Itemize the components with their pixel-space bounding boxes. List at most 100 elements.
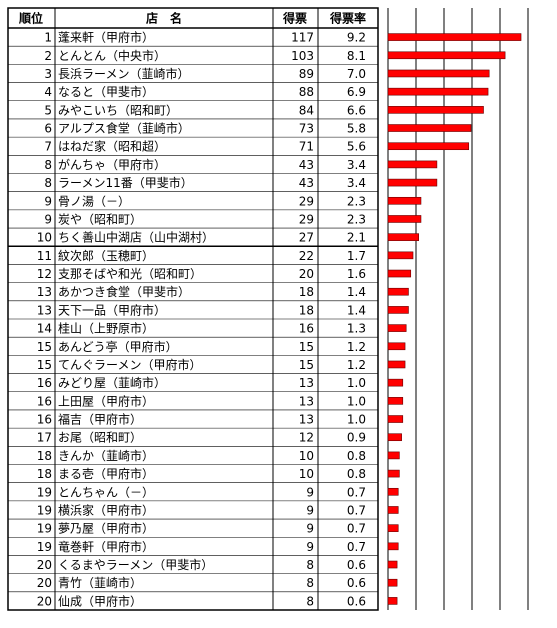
shop-name: お尾（昭和町） bbox=[58, 431, 142, 445]
votes: 13 bbox=[299, 413, 314, 427]
rank: 16 bbox=[37, 394, 52, 408]
vote-rate: 1.0 bbox=[347, 394, 366, 408]
bar bbox=[387, 578, 398, 587]
rank: 16 bbox=[37, 413, 52, 427]
bar bbox=[387, 51, 506, 60]
bar bbox=[387, 178, 438, 187]
bar bbox=[387, 69, 490, 78]
column-header: 順位 bbox=[18, 11, 43, 26]
bar bbox=[387, 160, 438, 169]
bar bbox=[387, 233, 419, 241]
bar bbox=[387, 415, 404, 423]
votes: 27 bbox=[299, 231, 314, 245]
vote-rate: 0.8 bbox=[347, 449, 366, 463]
votes: 117 bbox=[291, 31, 314, 45]
rank: 20 bbox=[37, 576, 52, 590]
shop-name: てんぐラーメン（甲府市） bbox=[58, 357, 202, 372]
vote-rate: 0.7 bbox=[347, 485, 366, 499]
vote-rate: 7.0 bbox=[347, 67, 366, 81]
vote-rate: 8.1 bbox=[347, 49, 366, 63]
vote-rate: 1.0 bbox=[347, 413, 366, 427]
shop-name: がんちゃ（甲府市） bbox=[58, 157, 166, 172]
bar bbox=[387, 560, 398, 569]
shop-name: くるまやラーメン（甲斐市） bbox=[58, 557, 213, 572]
vote-rate: 1.4 bbox=[347, 303, 366, 317]
bar bbox=[387, 451, 400, 460]
rank: 14 bbox=[37, 322, 52, 336]
bar bbox=[387, 378, 404, 387]
vote-rate: 0.6 bbox=[347, 558, 366, 572]
rank: 18 bbox=[37, 449, 52, 463]
shop-name: 福吉（甲府市） bbox=[58, 412, 142, 427]
shop-name: まる壱（甲府市） bbox=[58, 466, 154, 481]
shop-name: 炭や（昭和町） bbox=[58, 212, 142, 226]
vote-rate: 9.2 bbox=[347, 31, 366, 45]
votes: 43 bbox=[299, 176, 314, 190]
vote-rate: 1.2 bbox=[347, 358, 366, 372]
vote-rate: 2.1 bbox=[347, 231, 366, 245]
vote-rate: 0.7 bbox=[347, 503, 366, 517]
rank: 8 bbox=[44, 176, 52, 190]
vote-rate: 5.8 bbox=[347, 122, 366, 136]
rank: 19 bbox=[37, 540, 52, 554]
rank: 10 bbox=[37, 231, 52, 245]
votes: 13 bbox=[299, 394, 314, 408]
votes: 8 bbox=[306, 558, 314, 572]
votes: 13 bbox=[299, 376, 314, 390]
votes: 84 bbox=[299, 103, 314, 117]
votes: 89 bbox=[299, 67, 314, 81]
vote-rate: 2.3 bbox=[347, 212, 366, 226]
vote-rate: 0.7 bbox=[347, 540, 366, 554]
votes: 43 bbox=[299, 158, 314, 172]
vote-rate: 1.3 bbox=[347, 322, 366, 336]
votes: 9 bbox=[306, 503, 314, 517]
bar bbox=[387, 487, 399, 496]
shop-name: なると（甲斐市） bbox=[58, 84, 154, 99]
vote-rate: 0.6 bbox=[347, 594, 366, 608]
vote-rate: 2.3 bbox=[347, 194, 366, 208]
shop-name: 長浜ラーメン（韮崎市） bbox=[58, 66, 190, 81]
bar bbox=[387, 196, 422, 205]
votes: 73 bbox=[299, 122, 314, 136]
vote-rate: 0.9 bbox=[347, 431, 366, 445]
vote-rate: 1.6 bbox=[347, 267, 366, 281]
votes: 10 bbox=[299, 467, 314, 481]
shop-name: 竜巻軒（甲府市） bbox=[58, 539, 154, 554]
bar bbox=[387, 124, 472, 132]
votes: 15 bbox=[299, 358, 314, 372]
shop-name: ちく善山中湖店（山中湖村） bbox=[58, 230, 214, 245]
shop-name: 上田屋（甲府市） bbox=[58, 393, 154, 408]
shop-name: 夢乃屋（甲府市） bbox=[58, 521, 154, 536]
shop-name: 支那そばや和光（昭和町） bbox=[58, 267, 202, 281]
shop-name: とんとん（中央市） bbox=[58, 48, 166, 63]
vote-rate: 0.6 bbox=[347, 576, 366, 590]
vote-rate: 0.7 bbox=[347, 522, 366, 536]
bar bbox=[387, 106, 484, 114]
vote-rate: 6.6 bbox=[347, 103, 366, 117]
rank: 17 bbox=[37, 431, 52, 445]
shop-name: とんちゃん（－） bbox=[58, 485, 154, 499]
bar bbox=[387, 287, 409, 296]
rank: 2 bbox=[44, 49, 52, 63]
shop-name: 桂山（上野原市） bbox=[58, 321, 154, 336]
rank: 16 bbox=[37, 376, 52, 390]
votes: 9 bbox=[306, 522, 314, 536]
bar bbox=[387, 506, 399, 514]
table-border bbox=[7, 7, 379, 611]
rank: 9 bbox=[44, 194, 52, 208]
votes: 103 bbox=[291, 49, 314, 63]
votes: 71 bbox=[299, 140, 314, 154]
shop-name: 青竹（韮崎市） bbox=[58, 575, 142, 590]
vote-rate: 6.9 bbox=[347, 85, 366, 99]
bar bbox=[387, 33, 522, 41]
rank: 15 bbox=[37, 340, 52, 354]
rank: 3 bbox=[44, 67, 52, 81]
rank: 1 bbox=[44, 31, 52, 45]
bar bbox=[387, 269, 412, 278]
rank: 20 bbox=[37, 558, 52, 572]
bar bbox=[387, 306, 409, 314]
vote-rate: 3.4 bbox=[347, 158, 366, 172]
rank: 19 bbox=[37, 522, 52, 536]
votes: 12 bbox=[299, 431, 314, 445]
